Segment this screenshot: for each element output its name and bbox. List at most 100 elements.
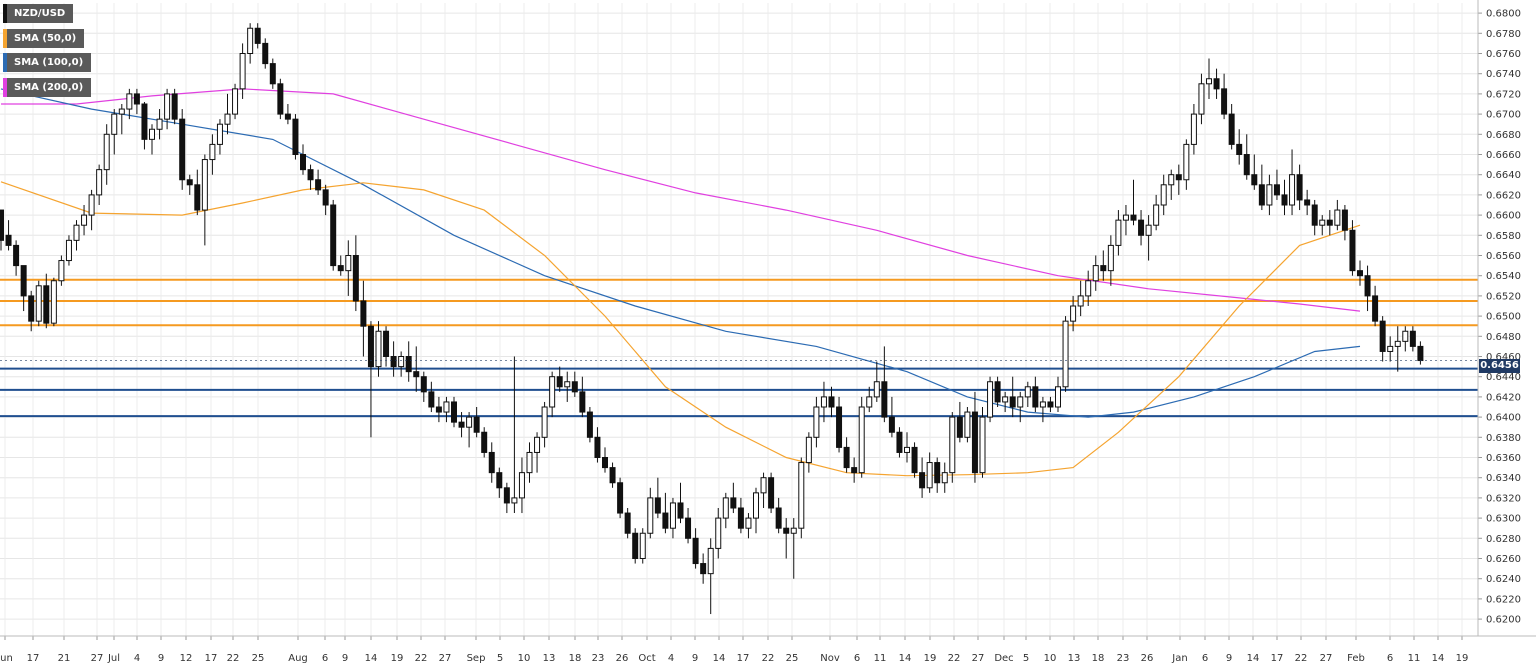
- candle: [1160, 174, 1167, 216]
- candle: [904, 432, 910, 463]
- candle-body-bear: [579, 391, 586, 413]
- grid-lines: [0, 3, 1478, 636]
- y-tick-label: 0.6700: [1486, 110, 1521, 121]
- candle: [828, 386, 835, 418]
- candle: [451, 396, 457, 428]
- x-tick-label: 26: [1141, 653, 1154, 664]
- candle-body-bear: [262, 42, 269, 65]
- candle: [96, 164, 103, 205]
- candle-body-bear: [971, 411, 978, 474]
- candle-body-bull: [964, 411, 971, 438]
- candle: [413, 346, 420, 392]
- candle-body-bull: [1039, 401, 1046, 408]
- candle: [171, 88, 178, 125]
- candle-body-bear: [315, 179, 322, 191]
- candle-body-bear: [571, 381, 578, 393]
- y-tick-label: 0.6420: [1486, 392, 1521, 403]
- candle-body-bull: [1183, 143, 1190, 181]
- candle: [118, 104, 125, 135]
- candle-body-bear: [179, 118, 186, 181]
- y-tick-label: 0.6600: [1486, 211, 1521, 222]
- candle: [949, 412, 956, 483]
- candle: [458, 412, 465, 438]
- candle-body-bear: [307, 169, 314, 181]
- candle-body-bull: [156, 118, 163, 130]
- candle-body-bear: [602, 457, 608, 469]
- candle-body-bear: [677, 502, 684, 519]
- candle: [1319, 215, 1326, 236]
- candle-body-bear: [292, 118, 299, 155]
- y-tick-label: 0.6280: [1486, 534, 1521, 545]
- x-tick-label: Jun: [0, 653, 13, 664]
- x-tick-label: 17: [27, 653, 40, 664]
- candle: [1009, 376, 1016, 418]
- candle-body-bear: [43, 285, 50, 324]
- candle-body-bull: [639, 532, 646, 559]
- candle: [300, 144, 306, 175]
- candle-body-bull: [753, 492, 759, 519]
- candle-body-bear: [1009, 396, 1016, 408]
- candle-body-bear: [768, 477, 775, 509]
- candle-body-bull: [232, 88, 239, 115]
- candle-body-bull: [760, 477, 767, 494]
- candle-body-bull: [707, 547, 714, 575]
- candle: [1100, 250, 1107, 281]
- candle: [337, 255, 344, 276]
- candle-body-bear: [1032, 386, 1039, 408]
- candle-body-bear: [360, 300, 367, 327]
- candle: [1243, 134, 1250, 180]
- sma-200-line: [1, 88, 1361, 312]
- candle-body-bull: [35, 285, 42, 322]
- x-tick-label: 19: [1456, 653, 1469, 664]
- y-tick-label: 0.6500: [1486, 312, 1521, 323]
- x-tick-label: 5: [497, 653, 503, 664]
- candle: [133, 88, 140, 115]
- candle: [224, 93, 231, 135]
- candle: [518, 457, 525, 514]
- candle: [707, 538, 714, 615]
- candle-body-bear: [700, 563, 707, 575]
- candle-body-bull: [858, 406, 865, 474]
- candle: [1402, 326, 1409, 352]
- candle: [1115, 210, 1122, 256]
- candle: [420, 371, 427, 402]
- candle-body-bear: [277, 83, 284, 115]
- candle-body-bull: [1153, 204, 1160, 226]
- y-tick-label: 0.6680: [1486, 130, 1521, 141]
- candle-body-bull: [1017, 396, 1024, 408]
- candle: [685, 508, 692, 544]
- candle-body-bull: [247, 27, 254, 54]
- y-tick-label: 0.6400: [1486, 413, 1521, 424]
- candle: [926, 452, 933, 493]
- candle-body-bear: [1409, 330, 1416, 347]
- candle-body-bear: [775, 507, 782, 529]
- candle-body-bull: [722, 497, 729, 519]
- candle-body-bear: [1138, 219, 1145, 236]
- candle: [1372, 285, 1379, 327]
- candle-body-bull: [216, 123, 223, 145]
- legend-swatch-price: [3, 4, 7, 23]
- candle-body-bull: [209, 143, 216, 161]
- candle: [753, 487, 759, 534]
- candle: [820, 381, 827, 423]
- candle-body-bull: [1107, 244, 1114, 272]
- candle: [284, 104, 291, 125]
- candle: [488, 442, 495, 483]
- candle-body-bear: [1281, 194, 1288, 206]
- candle-body-bull: [805, 436, 812, 464]
- candle-body-bull: [1394, 340, 1401, 347]
- candle: [511, 356, 518, 514]
- x-tick-label: 12: [180, 653, 193, 664]
- candle: [1289, 149, 1296, 216]
- x-tick-label: 18: [1092, 653, 1105, 664]
- legend-swatch-sma100: [3, 53, 7, 72]
- x-tick-label: Dec: [994, 653, 1013, 664]
- candle-body-bear: [1213, 78, 1220, 90]
- candle-body-bull: [549, 376, 556, 408]
- candle: [1183, 139, 1190, 190]
- candle-body-bear: [1372, 295, 1379, 322]
- candle-body-bear: [1221, 88, 1228, 115]
- x-tick-label: 13: [1068, 653, 1081, 664]
- y-tick-label: 0.6200: [1486, 615, 1521, 626]
- candle: [873, 361, 880, 402]
